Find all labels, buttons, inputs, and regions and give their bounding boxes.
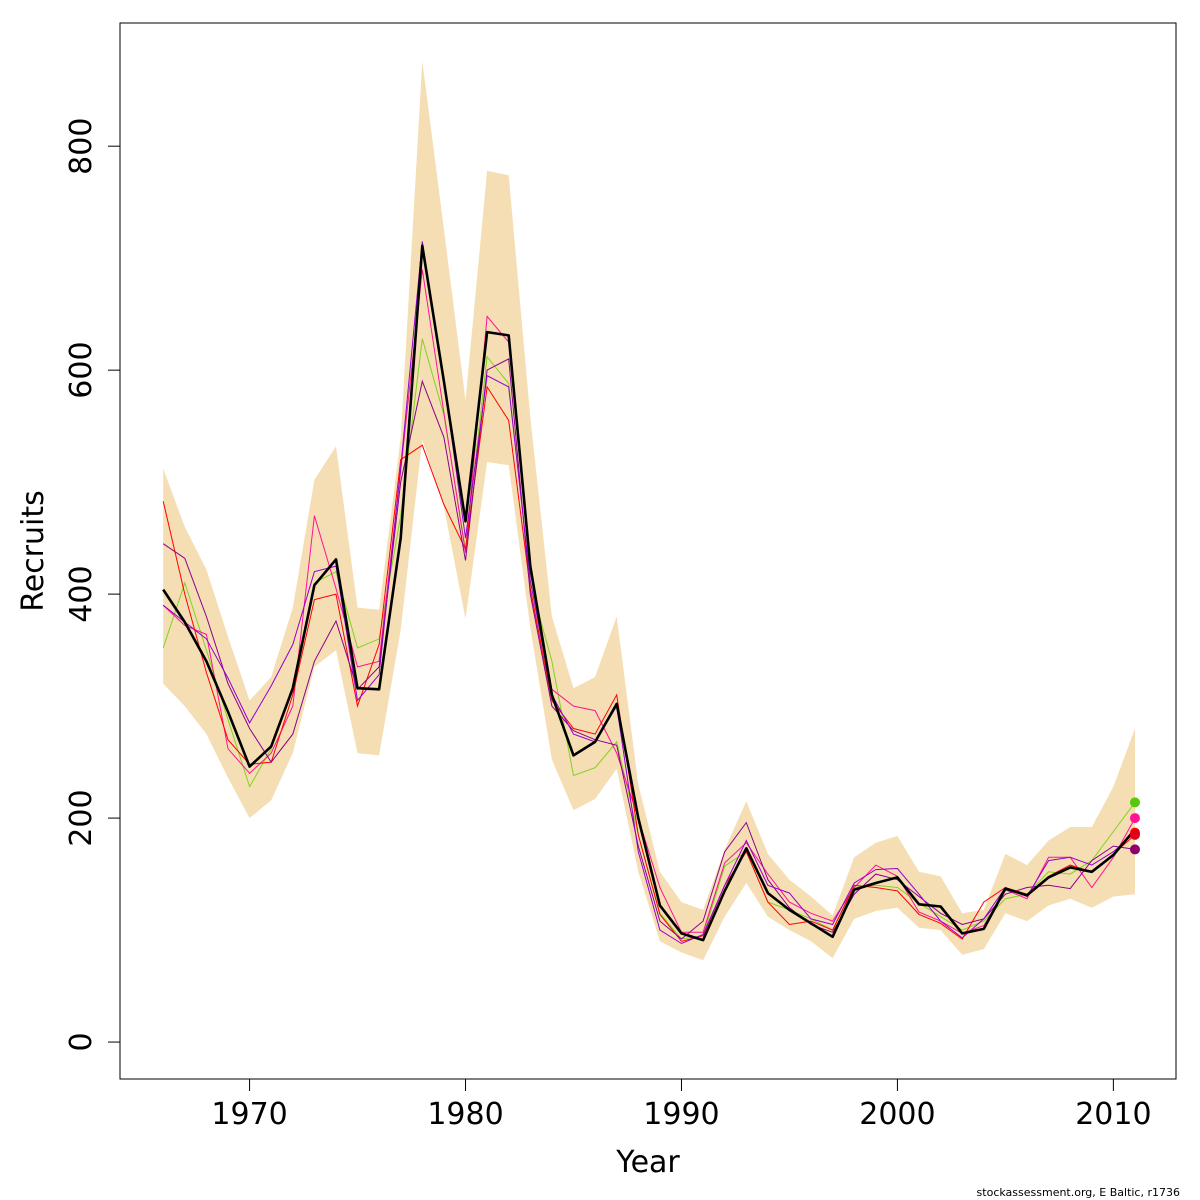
confidence-band bbox=[163, 61, 1135, 961]
main-series-line bbox=[162, 244, 1136, 942]
end-points-layer bbox=[1129, 797, 1140, 855]
credit-text: stockassessment.org, E Baltic, r1736 bbox=[977, 1186, 1180, 1199]
y-tick-label-600: 600 bbox=[64, 341, 99, 398]
x-tick-label-1990: 1990 bbox=[643, 1097, 719, 1132]
x-tick-label-1980: 1980 bbox=[427, 1097, 503, 1132]
end-point-1 bbox=[1129, 797, 1140, 808]
plot-frame bbox=[119, 22, 1177, 1080]
retro-series-line-5 bbox=[162, 241, 1136, 945]
y-axis-title: Recruits bbox=[16, 490, 51, 612]
end-point-4 bbox=[1129, 829, 1140, 840]
y-tick-label-200: 200 bbox=[64, 789, 99, 846]
retro-series-line-4 bbox=[162, 358, 1136, 940]
series-layer bbox=[162, 241, 1136, 945]
x-tick-label-1970: 1970 bbox=[211, 1097, 287, 1132]
y-tick-label-800: 800 bbox=[64, 118, 99, 175]
retro-series-line-3 bbox=[162, 385, 1136, 942]
y-tick-label-0: 0 bbox=[64, 1032, 99, 1051]
end-point-5 bbox=[1129, 844, 1140, 855]
x-tick-label-2000: 2000 bbox=[859, 1097, 935, 1132]
end-point-2 bbox=[1129, 813, 1140, 824]
x-axis: 1970 1980 1990 2000 2010 bbox=[211, 1079, 1152, 1132]
y-axis: 0 200 400 600 800 bbox=[64, 118, 120, 1052]
x-axis-title: Year bbox=[615, 1145, 680, 1180]
confidence-band-layer bbox=[163, 61, 1135, 961]
retro-series-line-2 bbox=[162, 269, 1136, 934]
x-tick-label-2010: 2010 bbox=[1075, 1097, 1151, 1132]
y-tick-label-400: 400 bbox=[64, 565, 99, 622]
